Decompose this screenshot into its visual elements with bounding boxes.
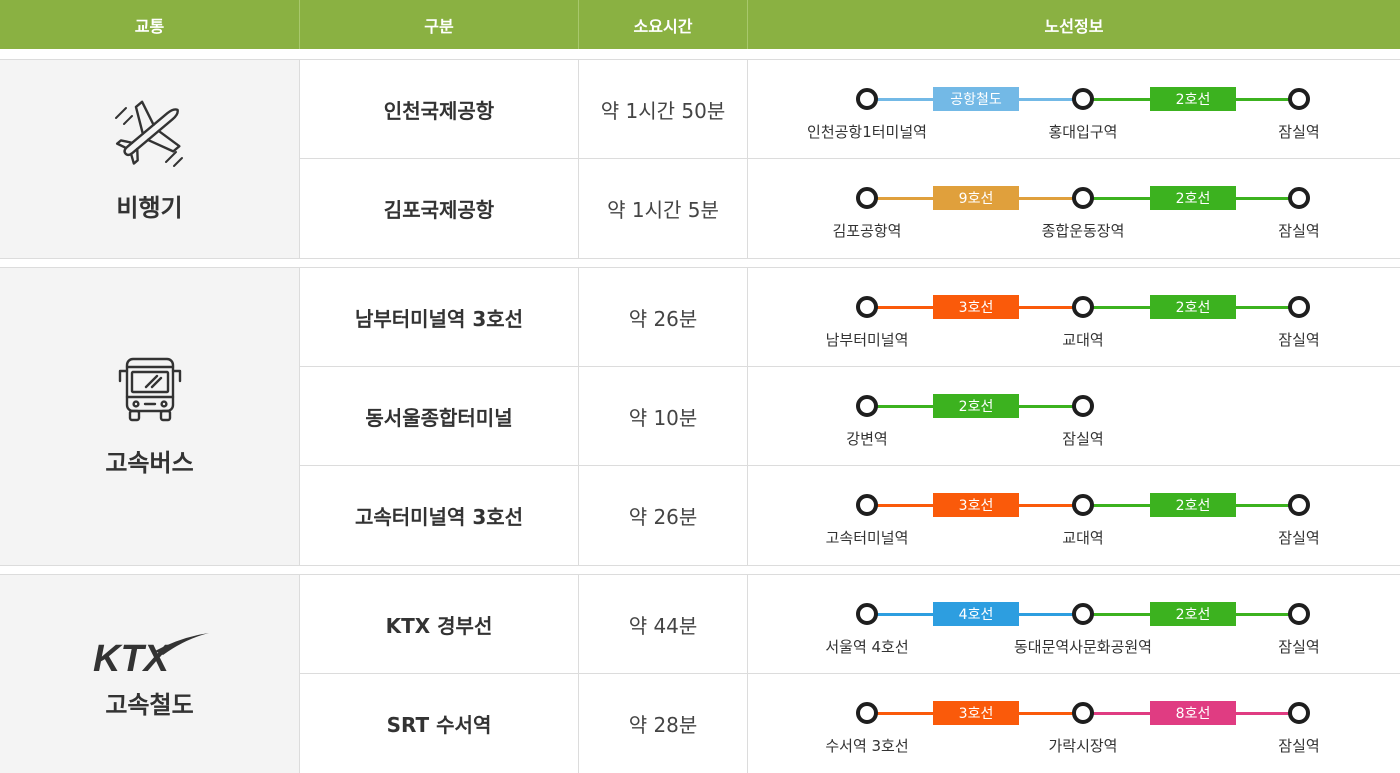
station-node xyxy=(1288,702,1310,724)
station-label: 남부터미널역 xyxy=(825,331,909,349)
station-node xyxy=(1072,187,1094,209)
station-label: 서울역 4호선 xyxy=(825,638,909,656)
line-badge: 4호선 xyxy=(933,602,1019,626)
station-label: 잠실역 xyxy=(1278,222,1320,240)
station-label: 잠실역 xyxy=(1062,430,1104,448)
station-label: 가락시장역 xyxy=(1048,737,1118,755)
station-node xyxy=(856,395,878,417)
category-label: 고속버스 xyxy=(105,449,194,477)
line-badge: 공항철도 xyxy=(933,87,1019,111)
line-badge: 2호선 xyxy=(1150,87,1236,111)
line-badge: 9호선 xyxy=(933,186,1019,210)
header-duration: 소요시간 xyxy=(579,0,748,49)
station-label: 김포공항역 xyxy=(832,222,902,240)
station-label: 홍대입구역 xyxy=(1048,123,1118,141)
station-label: 종합운동장역 xyxy=(1041,222,1125,240)
station-node xyxy=(1072,494,1094,516)
route-name: KTX 경부선 xyxy=(300,575,579,673)
category-cell: KTX 고속철도 xyxy=(0,575,300,773)
line-badge: 2호선 xyxy=(1150,493,1236,517)
station-node xyxy=(856,702,878,724)
station-node xyxy=(1072,603,1094,625)
station-node xyxy=(1072,88,1094,110)
line-badge: 2호선 xyxy=(1150,295,1236,319)
station-label: 잠실역 xyxy=(1278,529,1320,547)
svg-text:KTX: KTX xyxy=(93,638,172,679)
station-node xyxy=(1072,296,1094,318)
header-route: 노선정보 xyxy=(1044,16,1104,36)
station-node xyxy=(1072,395,1094,417)
group-rail: KTX 고속철도 KTX 경부선 약 44분 4호선 2호선 서울역 4호선 동… xyxy=(0,574,1400,773)
station-label: 잠실역 xyxy=(1278,331,1320,349)
station-label: 교대역 xyxy=(1062,331,1104,349)
group-airplane: 비행기 인천국제공항 약 1시간 50분 공항철도 2호선 인천공항1터미널역 … xyxy=(0,59,1400,259)
route-name: 김포국제공항 xyxy=(300,159,579,258)
station-label: 교대역 xyxy=(1062,529,1104,547)
route-duration: 약 26분 xyxy=(579,466,748,565)
station-node xyxy=(1288,296,1310,318)
station-node xyxy=(856,296,878,318)
station-node xyxy=(1288,88,1310,110)
header-transport: 교통 xyxy=(0,0,300,49)
header-category: 구분 xyxy=(300,0,579,49)
station-label: 잠실역 xyxy=(1278,638,1320,656)
route-map: 공항철도 2호선 인천공항1터미널역 홍대입구역 잠실역 xyxy=(748,60,1400,158)
line-badge: 2호선 xyxy=(1150,602,1236,626)
table-row: SRT 수서역 약 28분 3호선 8호선 수서역 3호선 가락시장역 잠실역 xyxy=(300,674,1400,773)
route-name: 동서울종합터미널 xyxy=(300,367,579,465)
route-duration: 약 1시간 50분 xyxy=(579,60,748,158)
route-map: 2호선 강변역 잠실역 xyxy=(748,367,1400,465)
table-row: 동서울종합터미널 약 10분 2호선 강변역 잠실역 xyxy=(300,367,1400,466)
route-map: 3호선 2호선 남부터미널역 교대역 잠실역 xyxy=(748,268,1400,366)
category-label: 비행기 xyxy=(116,193,183,222)
route-map: 3호선 8호선 수서역 3호선 가락시장역 잠실역 xyxy=(748,674,1400,773)
category-label: 고속철도 xyxy=(105,690,194,719)
ktx-logo-icon: KTX xyxy=(93,632,209,679)
route-map: 4호선 2호선 서울역 4호선 동대문역사문화공원역 잠실역 xyxy=(748,575,1400,673)
line-badge: 3호선 xyxy=(933,295,1019,319)
line-badge: 2호선 xyxy=(1150,186,1236,210)
category-cell: 고속버스 xyxy=(0,268,300,565)
table-row: KTX 경부선 약 44분 4호선 2호선 서울역 4호선 동대문역사문화공원역… xyxy=(300,575,1400,674)
route-name: SRT 수서역 xyxy=(300,674,579,773)
station-label: 강변역 xyxy=(846,430,888,448)
bus-icon xyxy=(118,357,181,422)
station-label: 고속터미널역 xyxy=(825,529,909,547)
station-node xyxy=(856,603,878,625)
station-node xyxy=(856,187,878,209)
table-row: 고속터미널역 3호선 약 26분 3호선 2호선 고속터미널역 교대역 잠실역 xyxy=(300,466,1400,565)
station-label: 잠실역 xyxy=(1278,737,1320,755)
line-badge: 3호선 xyxy=(933,701,1019,725)
route-name: 인천국제공항 xyxy=(300,60,579,158)
airplane-icon xyxy=(114,100,183,167)
station-label: 동대문역사문화공원역 xyxy=(1013,638,1152,656)
table-row: 김포국제공항 약 1시간 5분 9호선 2호선 김포공항역 종합운동장역 잠실역 xyxy=(300,159,1400,258)
route-name: 남부터미널역 3호선 xyxy=(300,268,579,366)
line-badge: 8호선 xyxy=(1150,701,1236,725)
station-node xyxy=(856,494,878,516)
route-map: 3호선 2호선 고속터미널역 교대역 잠실역 xyxy=(748,466,1400,565)
route-name: 고속터미널역 3호선 xyxy=(300,466,579,565)
route-duration: 약 26분 xyxy=(579,268,748,366)
route-duration: 약 44분 xyxy=(579,575,748,673)
station-node xyxy=(1288,494,1310,516)
station-node xyxy=(1288,603,1310,625)
route-map: 9호선 2호선 김포공항역 종합운동장역 잠실역 xyxy=(748,159,1400,258)
station-node xyxy=(856,88,878,110)
table-row: 인천국제공항 약 1시간 50분 공항철도 2호선 인천공항1터미널역 홍대입구… xyxy=(300,60,1400,159)
station-node xyxy=(1288,187,1310,209)
line-badge: 2호선 xyxy=(933,394,1019,418)
route-duration: 약 28분 xyxy=(579,674,748,773)
station-label: 잠실역 xyxy=(1278,123,1320,141)
route-duration: 약 10분 xyxy=(579,367,748,465)
table-row: 남부터미널역 3호선 약 26분 3호선 2호선 남부터미널역 교대역 잠실역 xyxy=(300,268,1400,367)
station-label: 인천공항1터미널역 xyxy=(807,123,927,141)
route-duration: 약 1시간 5분 xyxy=(579,159,748,258)
station-node xyxy=(1072,702,1094,724)
category-cell: 비행기 xyxy=(0,60,300,258)
table-header: 교통 구분 소요시간 노선정보 xyxy=(0,0,1400,49)
station-label: 수서역 3호선 xyxy=(825,737,909,755)
group-bus: 고속버스 남부터미널역 3호선 약 26분 3호선 2호선 남부터미널역 교대역… xyxy=(0,267,1400,566)
line-badge: 3호선 xyxy=(933,493,1019,517)
